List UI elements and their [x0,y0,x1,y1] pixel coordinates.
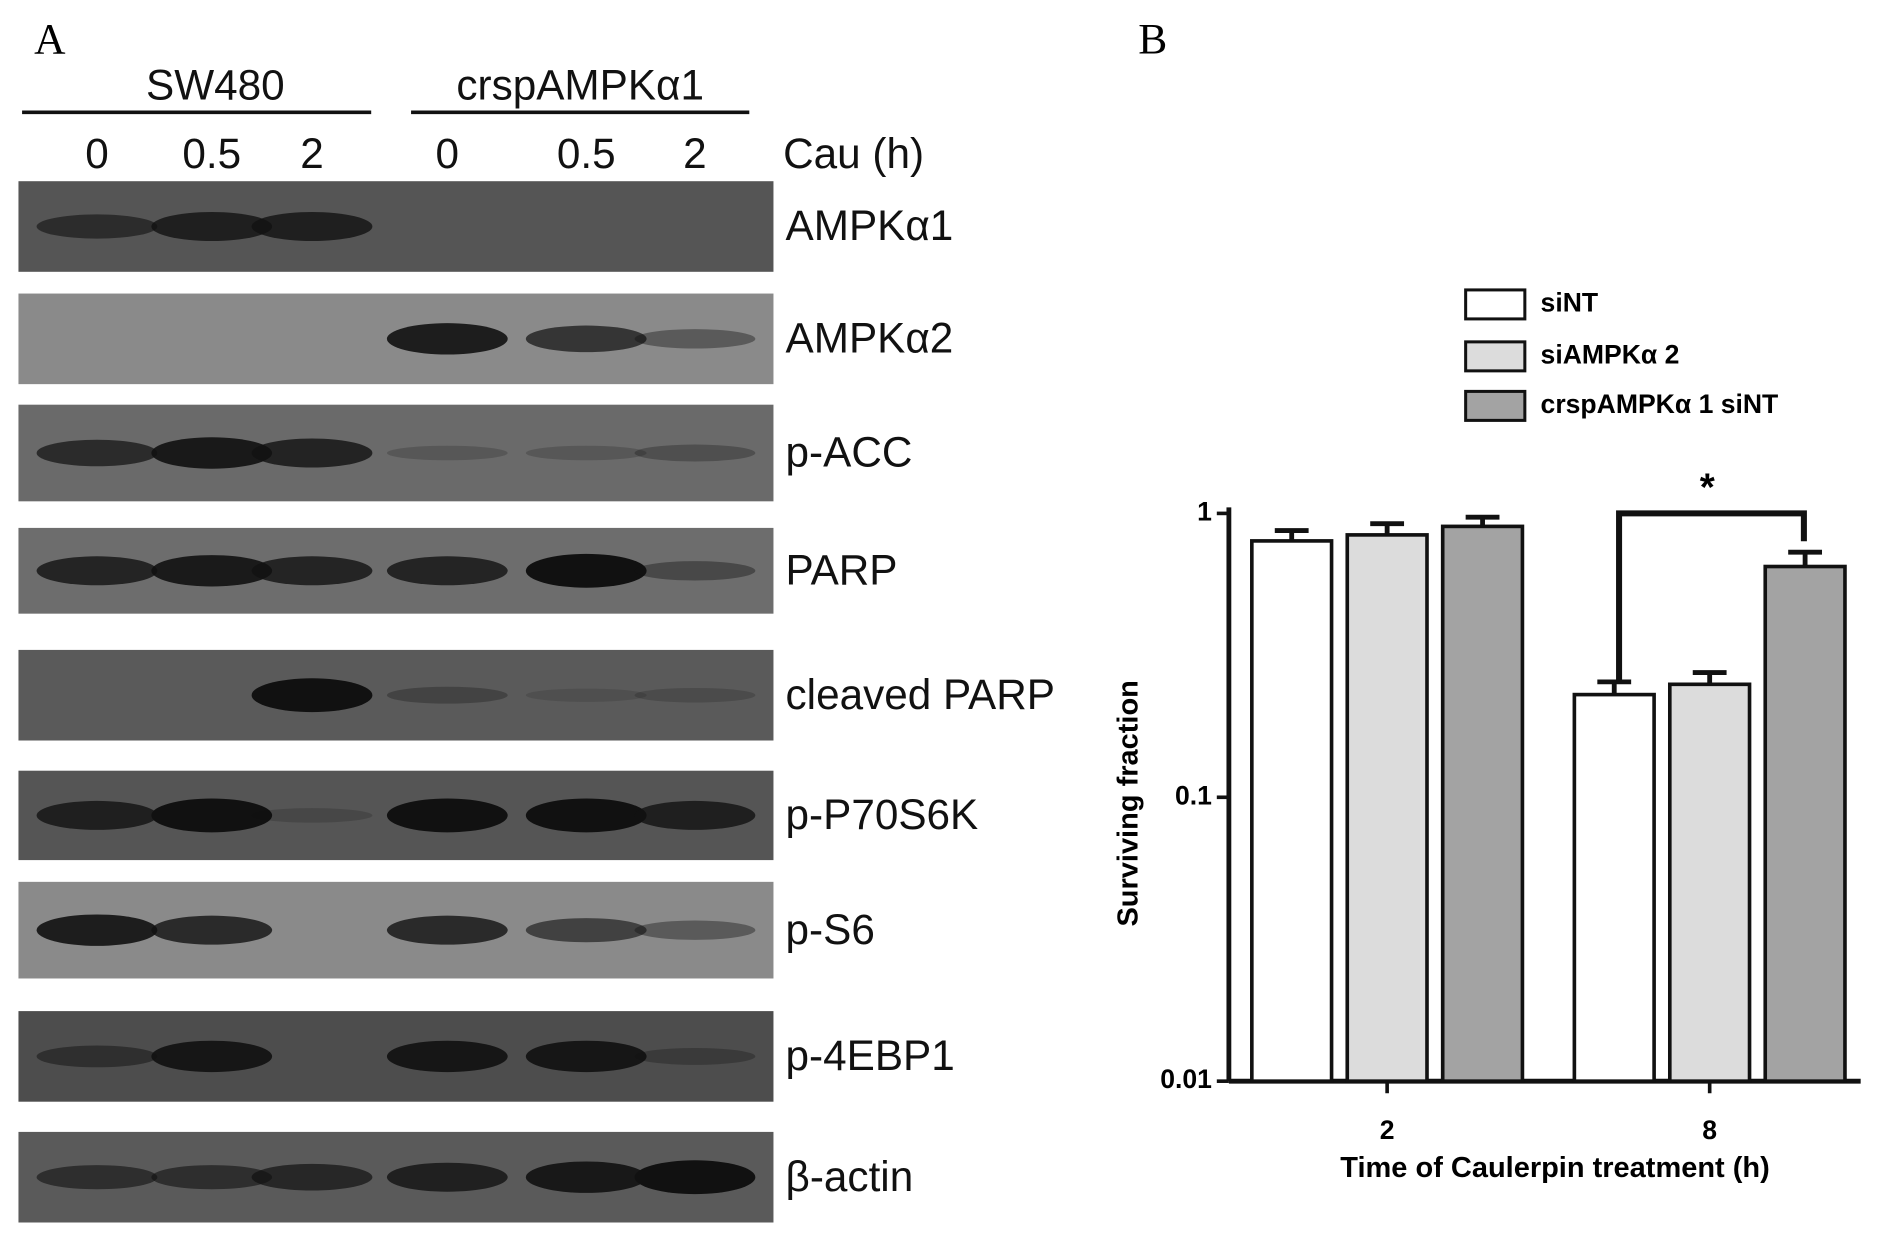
legend-label: siNT [1541,287,1599,317]
y-axis-label: Surviving fraction [1112,680,1144,926]
band [151,1040,273,1073]
protein-label: AMPKα2 [786,314,954,361]
legend-label: crspAMPKα 1 siNT [1541,389,1779,419]
band [525,1161,647,1193]
band [634,329,756,349]
band [251,1163,373,1191]
protein-label: β-actin [786,1153,914,1200]
legend-label: siAMPKα 2 [1541,339,1680,369]
band [151,212,273,241]
error-bar [1597,679,1632,695]
error-bar [1788,549,1823,567]
bar [1345,533,1429,1083]
band [525,445,647,461]
protein-label: cleaved PARP [786,671,1055,718]
protein-label: p-4EBP1 [786,1032,955,1079]
band [386,1040,508,1073]
band [525,553,647,588]
band [251,808,373,823]
band [525,918,647,943]
band [151,555,273,587]
band [36,800,158,830]
band [634,920,756,940]
band [386,556,508,586]
y-tick-label: 0.1 [1175,780,1212,810]
band [634,561,756,581]
band [386,915,508,945]
band [251,212,373,241]
band [525,688,647,702]
protein-label: AMPKα1 [786,202,954,249]
bar [1667,682,1752,1083]
band [251,678,373,713]
protein-label: p-P70S6K [786,791,979,838]
band [634,687,756,703]
protein-label: p-S6 [786,906,875,953]
band [525,1040,647,1073]
band [36,914,158,946]
band [36,1045,158,1068]
group-label: SW480 [146,61,285,108]
band [151,1165,273,1190]
bar [1250,539,1334,1083]
x-tick-label: 2 [1380,1115,1395,1145]
panel-label: B [1138,15,1167,63]
legend-swatch [1464,340,1527,373]
band [36,1165,158,1190]
significance-bracket [1616,510,1807,683]
band [386,798,508,833]
band [386,445,508,461]
error-bar [1370,521,1405,535]
protein-label: PARP [786,546,898,593]
band [36,214,158,239]
band [386,323,508,355]
band [251,556,373,586]
legend-swatch [1464,288,1527,321]
lane-label: 0 [85,130,109,177]
lane-label: 2 [683,130,707,177]
y-tick-label: 0.01 [1160,1064,1212,1094]
band [634,1047,756,1065]
lane-label: 0.5 [557,130,616,177]
x-tick-label: 8 [1702,1115,1717,1145]
band [151,915,273,945]
error-bar [1692,670,1727,685]
error-bar [1274,528,1309,541]
band [151,798,273,833]
protein-label: p-ACC [786,429,913,476]
panel-label: A [34,15,66,63]
significance: * [1700,467,1715,510]
group-label: crspAMPKα1 [456,61,704,108]
band [36,439,158,467]
band [36,556,158,586]
bar [1763,564,1847,1083]
band [525,798,647,833]
error-bar [1465,514,1500,527]
band [634,800,756,830]
y-tick-label: 1 [1197,496,1212,526]
lane-label: 0.5 [182,130,241,177]
band [634,444,756,462]
blot [18,649,774,741]
band [525,325,647,353]
band [634,1160,756,1195]
band [251,438,373,468]
band [386,686,508,704]
lane-label: 2 [300,130,324,177]
band [151,437,273,469]
treatment-label: Cau (h) [783,130,924,177]
band [386,1162,508,1192]
lane-label: 0 [436,130,460,177]
x-axis-label: Time of Caulerpin treatment (h) [1340,1152,1769,1184]
bar [1440,524,1525,1083]
bar [1572,692,1656,1083]
legend-swatch [1464,389,1527,422]
